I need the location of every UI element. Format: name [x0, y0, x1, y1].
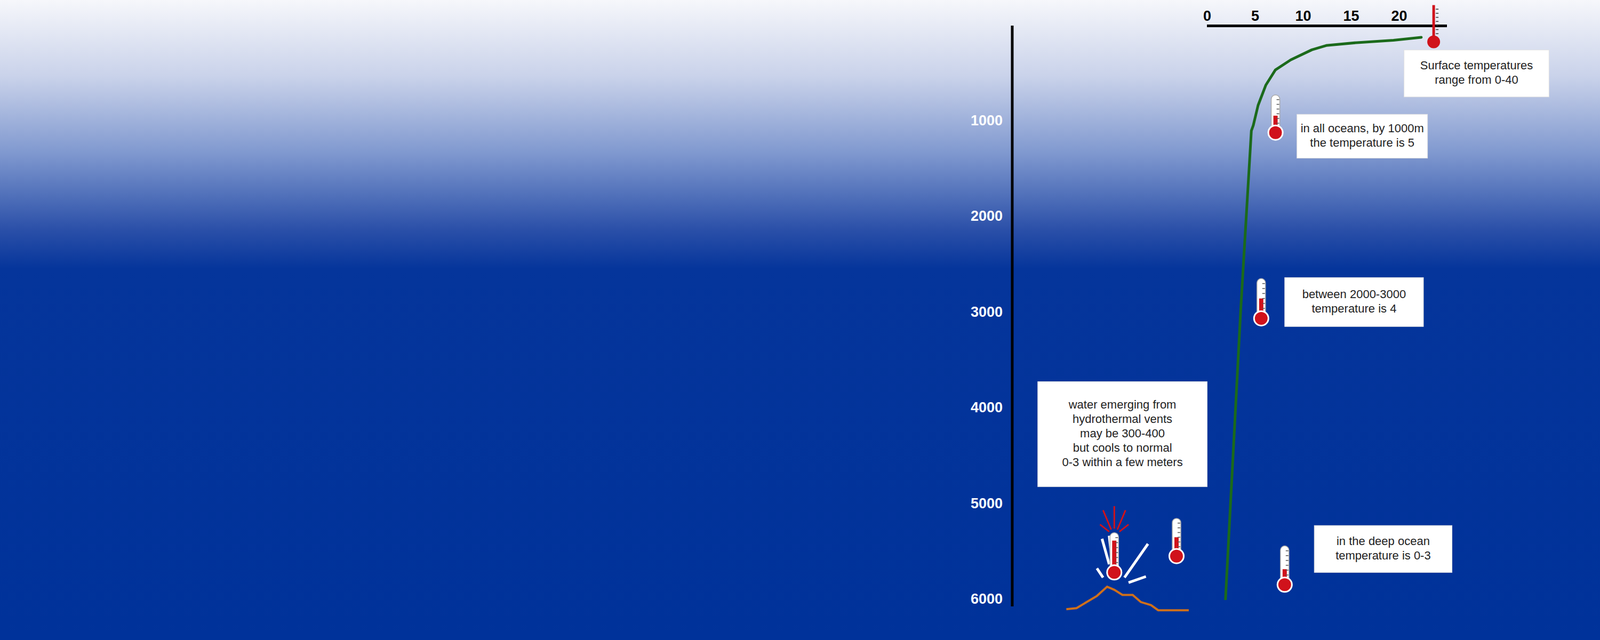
svg-text:0: 0	[1203, 8, 1212, 24]
svg-text:15: 15	[1342, 8, 1359, 24]
svg-text:water emerging from: water emerging from	[1068, 397, 1177, 412]
svg-text:2000: 2000	[970, 208, 1003, 224]
svg-text:in the deep ocean: in the deep ocean	[1336, 534, 1430, 548]
svg-text:5: 5	[1251, 8, 1260, 24]
svg-text:0-3 within a few meters: 0-3 within a few meters	[1061, 455, 1183, 469]
svg-text:1000: 1000	[970, 112, 1003, 129]
svg-text:hydrothermal vents: hydrothermal vents	[1072, 412, 1173, 426]
svg-text:5000: 5000	[970, 495, 1003, 512]
svg-text:temperature is 0-3: temperature is 0-3	[1335, 548, 1431, 563]
svg-text:the temperature is 5: the temperature is 5	[1309, 136, 1415, 150]
svg-text:may be 300-400: may be 300-400	[1080, 426, 1165, 440]
svg-text:range from 0-40: range from 0-40	[1434, 73, 1519, 87]
svg-text:10: 10	[1294, 8, 1311, 24]
svg-text:3000: 3000	[970, 304, 1003, 320]
svg-text:4000: 4000	[970, 399, 1003, 416]
svg-text:6000: 6000	[970, 590, 1003, 607]
svg-text:but cools to normal: but cools to normal	[1073, 441, 1173, 455]
svg-text:20: 20	[1390, 8, 1407, 24]
svg-text:in all oceans, by 1000m: in all oceans, by 1000m	[1300, 121, 1424, 135]
svg-text:between 2000-3000: between 2000-3000	[1302, 287, 1407, 301]
svg-text:temperature is 4: temperature is 4	[1311, 301, 1397, 316]
svg-text:Surface temperatures: Surface temperatures	[1420, 58, 1534, 72]
